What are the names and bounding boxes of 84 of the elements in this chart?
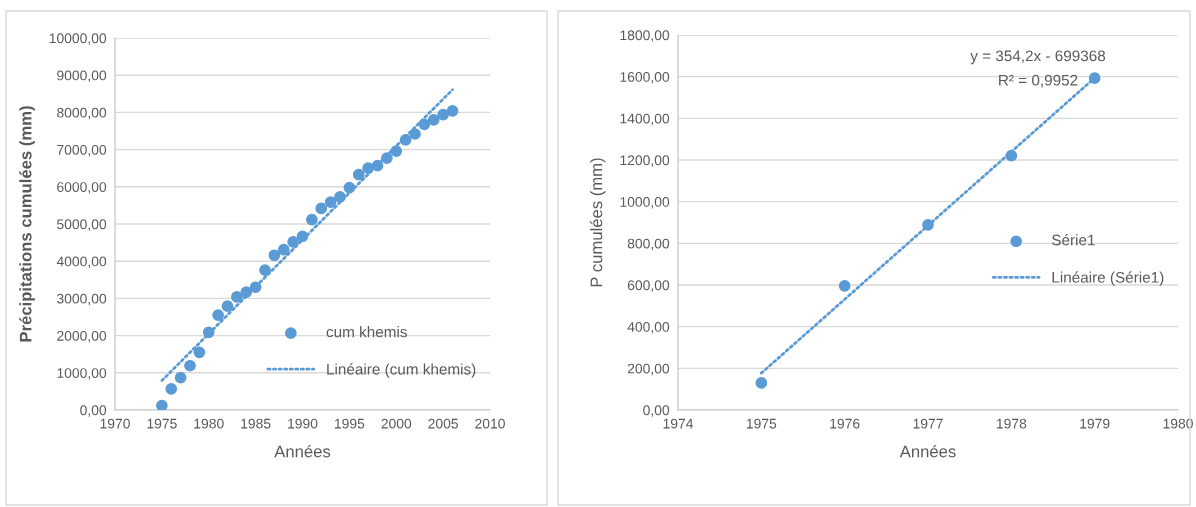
legend-label: Série1 [1052, 234, 1095, 246]
y-tick-label: 1000,00 [57, 368, 107, 380]
y-tick-label: 0,00 [643, 405, 670, 417]
y-tick-label: 1800,00 [620, 30, 670, 42]
point [240, 286, 253, 298]
x-axis-title: Années [899, 444, 956, 458]
point [390, 145, 403, 157]
point [1088, 72, 1101, 84]
y-tick-label: 0,00 [80, 405, 107, 417]
point [362, 162, 374, 175]
point [277, 243, 290, 256]
point [174, 371, 187, 384]
point [315, 202, 328, 215]
x-tick-label: 1990 [288, 418, 318, 429]
point [165, 382, 178, 395]
x-tick-label: 2000 [381, 418, 412, 429]
x-tick-label: 1975 [147, 418, 177, 429]
annotation: y = 354,2x - 699368 [970, 50, 1106, 65]
point [296, 230, 309, 243]
point [922, 218, 934, 231]
y-tick-label: 200,00 [627, 363, 670, 376]
x-tick-label: 1975 [746, 418, 777, 429]
y-tick-label: 7000,00 [57, 144, 107, 157]
y-tick-label: 5000,00 [57, 219, 107, 231]
x-tick-label: 1995 [334, 418, 365, 429]
point [249, 281, 262, 294]
y-tick-label: 1400,00 [620, 113, 670, 126]
x-tick-label: 1970 [100, 418, 130, 429]
point [352, 168, 365, 181]
x-tick-label: 1985 [241, 418, 271, 429]
x-tick-label: 1980 [194, 418, 224, 429]
point [324, 196, 337, 208]
point [268, 249, 281, 262]
point [184, 359, 196, 372]
point [371, 159, 384, 172]
point [427, 113, 440, 126]
legend-label: Linéaire (cum khemis) [327, 363, 476, 378]
point [259, 264, 271, 276]
point [399, 134, 412, 146]
point [156, 399, 168, 410]
y-tick-label: 8000,00 [57, 107, 107, 120]
point [437, 108, 449, 121]
x-tick-label: 1980 [1163, 418, 1193, 429]
y-axis-title: Précipitations cumulées (mm) [19, 106, 35, 342]
point [381, 152, 393, 165]
y-tick-label: 1200,00 [620, 155, 670, 167]
point [221, 300, 234, 313]
point [418, 118, 431, 131]
x-tick-label: 1976 [830, 418, 860, 429]
x-tick-label: 2010 [475, 418, 505, 429]
point [287, 236, 299, 248]
y-axis-title: P cumulées (mm) [589, 158, 606, 287]
y-tick-label: 9000,00 [57, 70, 107, 83]
x-tick-label: 1978 [996, 418, 1027, 429]
point [1005, 149, 1018, 162]
x-tick-label: 1977 [913, 418, 943, 429]
point [306, 213, 318, 226]
y-tick-label: 400,00 [627, 322, 670, 334]
y-tick-label: 3000,00 [57, 293, 107, 306]
point [231, 291, 243, 303]
x-tick-label: 1974 [663, 418, 694, 429]
x-tick-label: 2005 [428, 418, 458, 429]
y-tick-label: 10000,00 [49, 33, 107, 45]
point [343, 181, 356, 194]
point [212, 309, 224, 321]
point [334, 190, 346, 203]
y-tick-label: 1000,00 [620, 197, 670, 209]
y-tick-label: 600,00 [627, 280, 670, 292]
point [838, 279, 851, 292]
point [755, 377, 768, 389]
point [202, 326, 215, 339]
y-tick-label: 2000,00 [57, 330, 107, 343]
x-axis-title: Années [274, 444, 331, 458]
legend-label: cum khemis [326, 326, 407, 338]
legend-label: Linéaire (Série1) [1052, 271, 1164, 286]
point [446, 105, 459, 117]
x-tick-label: 1979 [1080, 418, 1110, 429]
point [193, 346, 206, 359]
y-tick-label: 800,00 [627, 238, 670, 251]
point [409, 128, 421, 140]
annotation: R² = 0,9952 [999, 74, 1078, 88]
y-tick-label: 4000,00 [56, 256, 107, 269]
y-tick-label: 6000,00 [57, 182, 107, 194]
y-tick-label: 1600,00 [620, 72, 670, 84]
